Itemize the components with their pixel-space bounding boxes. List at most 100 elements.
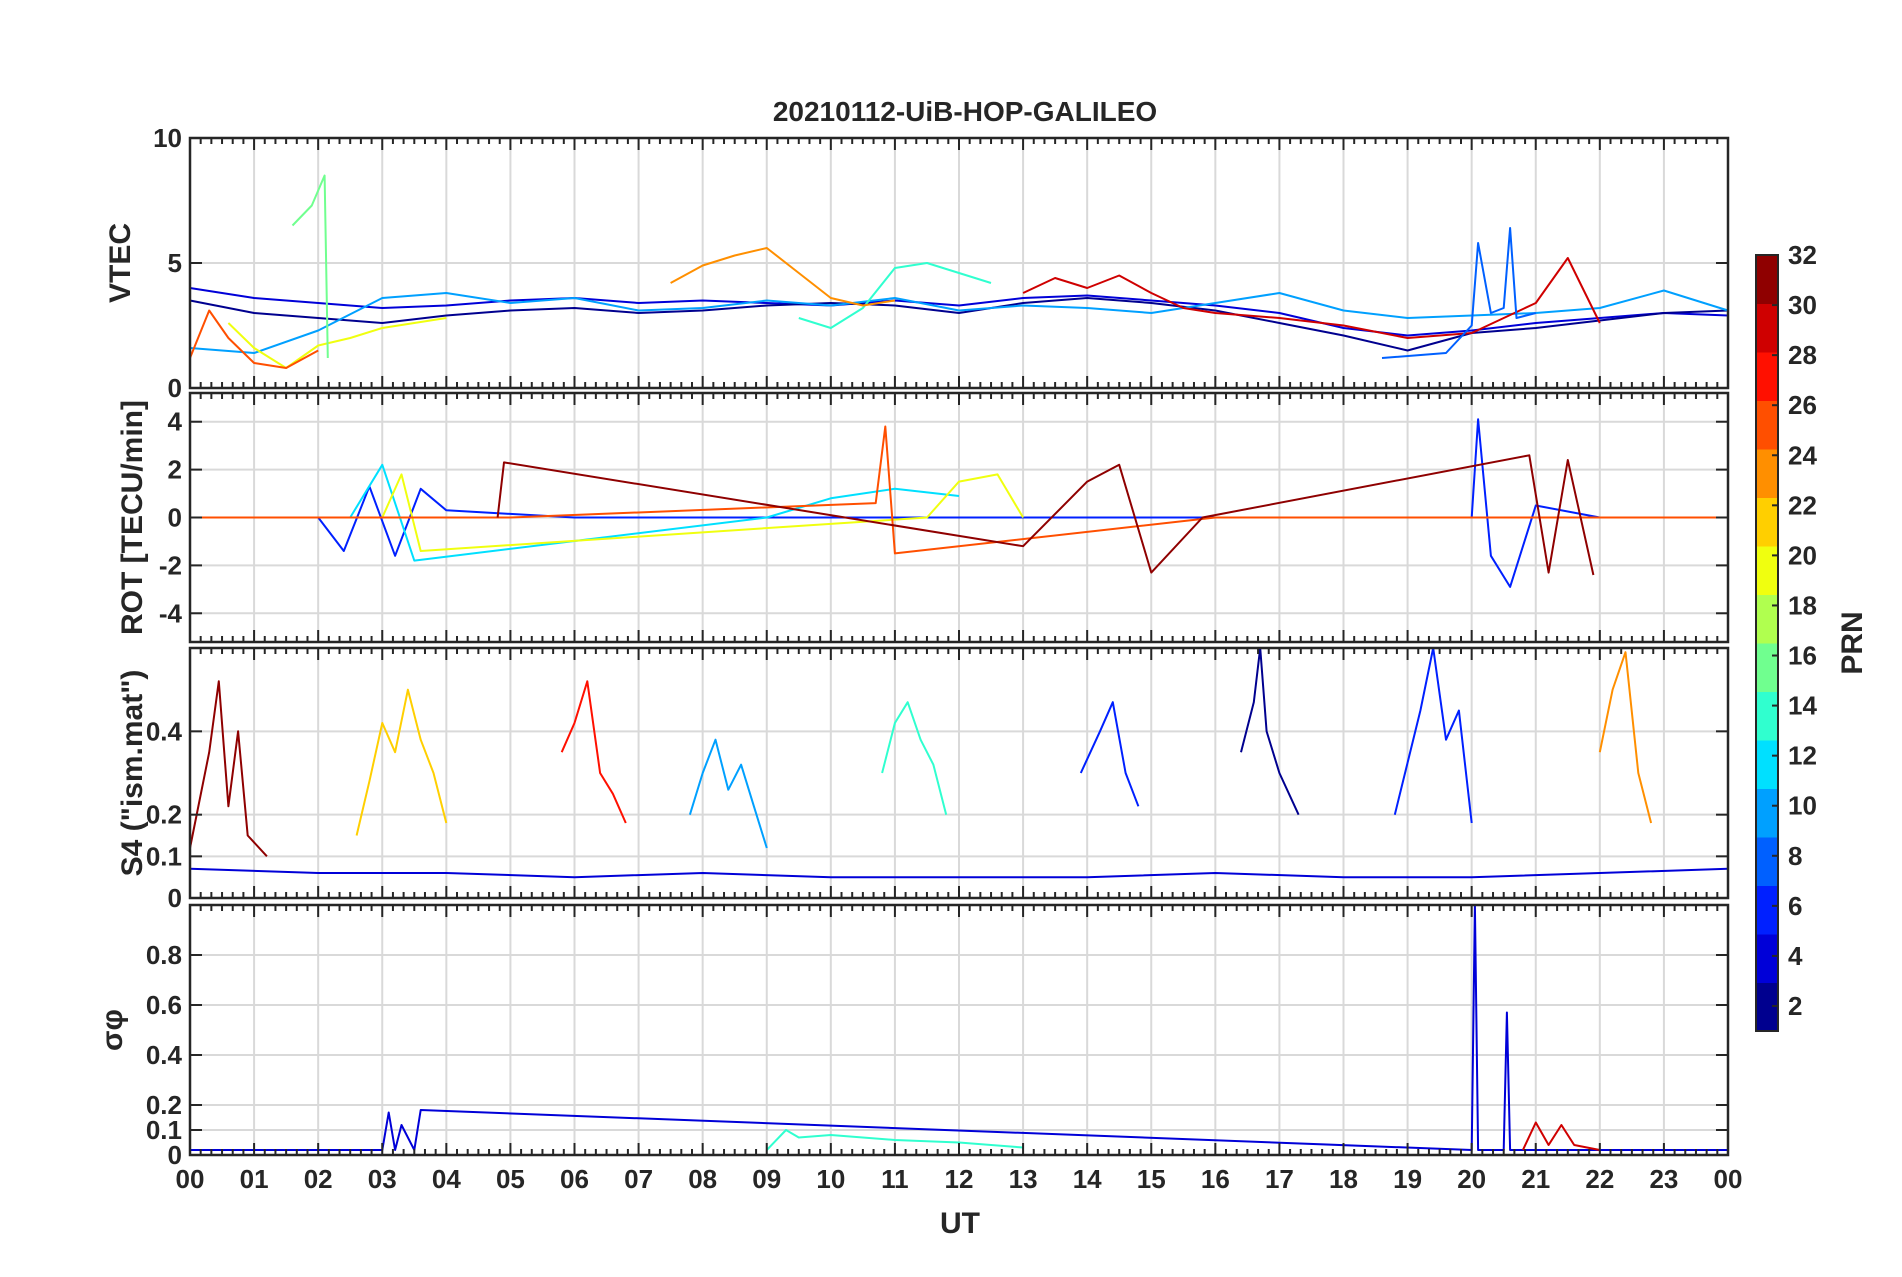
colorbar-segment (1756, 352, 1778, 401)
panel-rot: -4 -2 0 2 4 ROT [TECU/min] (116, 391, 1730, 644)
series-line-prn-7 (1381, 227, 1537, 359)
x-tick-label: 00 (1714, 1164, 1743, 1194)
x-tick-label: 15 (1137, 1164, 1166, 1194)
colorbar-tick-label: 32 (1788, 240, 1817, 270)
colorbar-segment (1756, 303, 1778, 353)
y-tick-label: 2 (168, 455, 182, 485)
series-line-prn-23 (1598, 651, 1653, 824)
series-line-prn-13 (881, 701, 948, 815)
colorbar-tick-label: 20 (1788, 540, 1817, 570)
colorbar-tick-label: 10 (1788, 791, 1817, 821)
x-tick-label: 07 (624, 1164, 653, 1194)
x-tick-label: 20 (1457, 1164, 1486, 1194)
series-line-prn-3 (189, 287, 1729, 337)
x-tick-label: 08 (688, 1164, 717, 1194)
colorbar-segment (1756, 934, 1778, 983)
colorbar-label: PRN (1836, 611, 1869, 674)
x-tick-label: 00 (176, 1164, 205, 1194)
panel-s4: 0 0.1 0.2 0.4S4 ("ism.mat") (116, 646, 1730, 913)
y-tick-label: -2 (159, 550, 182, 580)
colorbar-segment (1756, 400, 1778, 450)
y-tick-label: 4 (168, 407, 183, 437)
colorbar-tick-label: 2 (1788, 991, 1802, 1021)
colorbar-segment (1756, 643, 1778, 692)
colorbar-segment (1756, 497, 1778, 547)
colorbar-segment (1756, 594, 1778, 644)
y-tick-label: 0.6 (146, 990, 182, 1020)
series-line-prn-5 (1393, 647, 1473, 824)
x-tick-label: 09 (752, 1164, 781, 1194)
series-line-prn-27 (560, 680, 627, 824)
x-tick-label: 04 (432, 1164, 461, 1194)
colorbar-segment (1756, 740, 1778, 789)
y-axis-label: ROT [TECU/min] (116, 400, 149, 635)
colorbar-tick-label: 26 (1788, 390, 1817, 420)
colorbar-segment (1756, 546, 1778, 595)
x-tick-label: 17 (1265, 1164, 1294, 1194)
x-tick-label: 01 (240, 1164, 269, 1194)
x-tick-label: 22 (1585, 1164, 1614, 1194)
series-line-prn-13 (798, 262, 992, 329)
x-tick-label: 03 (368, 1164, 397, 1194)
series-line-prn-24 (670, 247, 896, 307)
x-tick-label: 02 (304, 1164, 333, 1194)
colorbar-tick-label: 12 (1788, 741, 1817, 771)
y-tick-label: 10 (153, 123, 182, 153)
y-tick-label: 0 (168, 1140, 182, 1170)
series-line-prn-19 (381, 473, 1024, 552)
chart-title: 20210112-UiB-HOP-GALILEO (773, 96, 1157, 127)
colorbar-tick-label: 14 (1788, 691, 1817, 721)
series-line-prn-21 (355, 688, 448, 836)
series-line-prn-12 (349, 463, 960, 562)
colorbar-tick-label: 28 (1788, 340, 1817, 370)
series-line-prn-30 (1022, 257, 1601, 339)
series-line-prn-5 (190, 418, 1728, 588)
y-tick-label: 0 (168, 883, 182, 913)
y-axis-label: S4 ("ism.mat") (116, 670, 149, 877)
colorbar-segment (1756, 449, 1778, 498)
colorbar-tick-label: 16 (1788, 641, 1817, 671)
y-tick-label: 5 (168, 248, 182, 278)
colorbar-segment (1756, 982, 1778, 1032)
series-line-prn-2 (1240, 647, 1300, 816)
colorbar-segment (1756, 691, 1778, 741)
x-tick-label: 10 (816, 1164, 845, 1194)
colorbar-segment (1756, 837, 1778, 886)
colorbar-segment (1756, 885, 1778, 935)
colorbar-tick-label: 18 (1788, 590, 1817, 620)
colorbar-tick-label: 4 (1788, 941, 1803, 971)
colorbar-tick-label: 30 (1788, 290, 1817, 320)
series-line-prn-25 (190, 425, 1728, 555)
panel-sigma_phi: 00.10.2 0.4 0.6 0.8 σφ (96, 903, 1730, 1170)
x-tick-label: 13 (1009, 1164, 1038, 1194)
colorbar-tick-label: 24 (1788, 440, 1817, 470)
y-tick-label: 0.1 (146, 1115, 182, 1145)
x-tick-label: 11 (881, 1164, 909, 1194)
y-tick-label: 0.2 (146, 800, 182, 830)
x-tick-label: 14 (1073, 1164, 1102, 1194)
colorbar-tick-label: 22 (1788, 490, 1817, 520)
y-tick-label: 0 (168, 373, 182, 403)
series-line-prn-31 (496, 454, 1595, 576)
series-line-prn-16 (291, 174, 329, 359)
series-line-prn-13 (766, 1129, 1024, 1151)
x-tick-label: 19 (1393, 1164, 1422, 1194)
y-tick-label: 0.4 (146, 716, 183, 746)
colorbar-frame (1755, 254, 1779, 1032)
x-tick-label: 12 (945, 1164, 974, 1194)
series-line-prn-6 (1079, 701, 1140, 807)
x-tick-label: 05 (496, 1164, 525, 1194)
y-tick-label: 0 (168, 503, 182, 533)
colorbar-segment (1756, 255, 1778, 304)
series-line-prn-20 (227, 317, 447, 369)
y-tick-label: 0.2 (146, 1090, 182, 1120)
colorbar-tick-label: 6 (1788, 891, 1802, 921)
colorbar-segment (1756, 788, 1778, 838)
series-line-prn-3 (189, 867, 1729, 879)
y-tick-label: 0.8 (146, 940, 182, 970)
series-line-prn-9 (688, 738, 768, 849)
x-tick-label: 21 (1521, 1164, 1550, 1194)
x-axis-label: UT (940, 1207, 980, 1240)
